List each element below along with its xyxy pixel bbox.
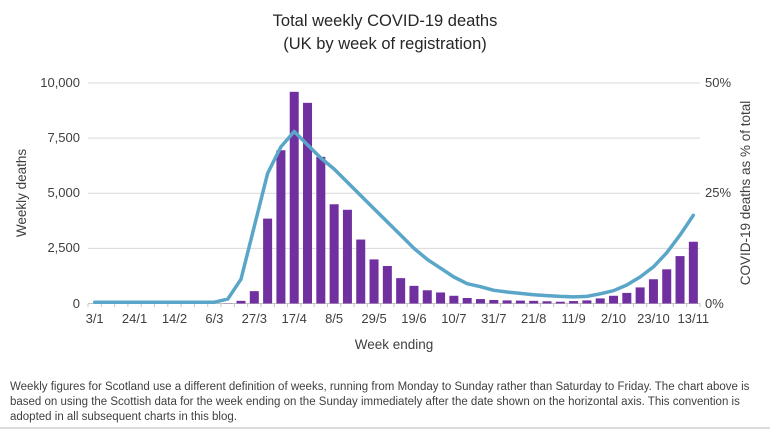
x-axis-tick-label: 31/7	[481, 311, 507, 326]
weekly-deaths-bar	[249, 291, 259, 304]
weekly-deaths-bar	[475, 299, 485, 304]
x-axis-tick-label: 8/5	[325, 311, 344, 326]
x-axis-tick-label: 27/3	[241, 311, 267, 326]
right-axis-tick-label: 50%	[705, 75, 732, 90]
x-axis-tick-label: 14/2	[161, 311, 188, 326]
chart-title-line2: (UK by week of registration)	[283, 35, 487, 53]
weekly-deaths-bar	[289, 91, 299, 304]
x-axis-tick-label: 13/11	[677, 311, 710, 326]
left-axis-tick-label: 0	[72, 295, 80, 311]
weekly-deaths-bar	[276, 150, 286, 304]
weekly-deaths-bar	[675, 256, 685, 304]
left-axis-tick-label: 7,500	[47, 130, 80, 146]
footnote-text: Weekly figures for Scotland use a differ…	[10, 381, 750, 424]
x-axis-tick-label: 2/10	[600, 311, 627, 326]
weekly-deaths-bar	[542, 301, 552, 304]
weekly-deaths-bar	[622, 292, 632, 304]
x-axis-tick-label: 21/8	[521, 311, 547, 326]
x-axis-tick-label: 6/3	[205, 311, 224, 326]
weekly-deaths-bar	[316, 156, 326, 304]
bottom-divider	[0, 427, 770, 429]
left-axis-tick-label: 10,000	[40, 75, 80, 90]
x-axis-tick-label: 17/4	[281, 311, 307, 326]
weekly-deaths-bar	[582, 300, 592, 304]
weekly-deaths-bar	[409, 285, 419, 304]
right-axis-tick-label: 25%	[705, 185, 732, 201]
weekly-deaths-bar	[462, 297, 472, 304]
x-axis-tick-label: 23/10	[637, 311, 670, 326]
weekly-deaths-bar	[436, 292, 446, 304]
weekly-deaths-bar	[356, 239, 366, 304]
x-axis-tick-label: 24/1	[121, 311, 148, 326]
weekly-deaths-bar	[569, 301, 579, 304]
weekly-deaths-bar	[489, 299, 499, 304]
x-axis-tick-label: 19/6	[401, 311, 427, 326]
weekly-deaths-bar	[422, 290, 432, 304]
weekly-deaths-bar	[369, 259, 379, 304]
weekly-deaths-bar	[396, 278, 406, 304]
weekly-deaths-bar	[449, 295, 459, 304]
chart-title: Total weekly COVID-19 deaths (UK by week…	[0, 10, 770, 56]
chart-title-line1: Total weekly COVID-19 deaths	[272, 12, 498, 30]
x-axis-tick-labels: 3/1 24/1 14/2 6/3 27/3 17/4 8/5 29/5 19/6 10/7 31/…	[0, 311, 770, 329]
x-axis-title: Week ending	[354, 337, 434, 352]
pct-of-total-line	[92, 129, 696, 304]
left-axis-tick-label: 5,000	[47, 185, 80, 201]
x-axis-tick-label: 10/7	[441, 311, 467, 326]
x-axis-tick-label: 11/9	[561, 311, 586, 326]
weekly-deaths-bar	[382, 266, 392, 304]
weekly-deaths-bar	[635, 287, 645, 304]
right-axis-title: COVID-19 deaths as % of total	[738, 100, 753, 286]
weekly-deaths-bar	[329, 204, 339, 304]
weekly-deaths-bar	[648, 279, 658, 304]
weekly-deaths-bar	[529, 300, 539, 304]
x-axis-tick-label: 29/5	[361, 311, 387, 326]
weekly-deaths-bar	[342, 209, 352, 304]
x-axis-tick-label: 3/1	[85, 311, 104, 326]
left-axis-title: Weekly deaths	[14, 148, 29, 238]
weekly-deaths-bar	[595, 298, 605, 304]
weekly-deaths-bar	[502, 300, 512, 304]
weekly-deaths-bar	[688, 241, 698, 304]
weekly-deaths-bar	[263, 218, 273, 304]
right-axis-tick-label: 0%	[705, 295, 724, 311]
weekly-deaths-bar	[515, 300, 525, 304]
weekly-deaths-bar	[303, 102, 313, 304]
weekly-deaths-bar	[236, 300, 246, 304]
weekly-deaths-bar	[555, 301, 565, 304]
weekly-deaths-bar	[662, 269, 672, 304]
weekly-deaths-bar	[609, 295, 619, 304]
left-axis-tick-label: 2,500	[47, 240, 80, 256]
